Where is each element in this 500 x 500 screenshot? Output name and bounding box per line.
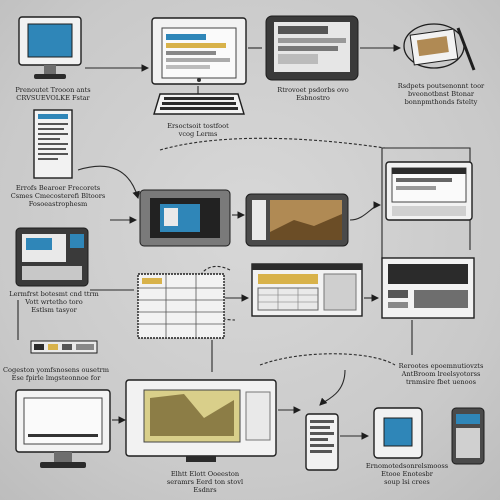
caption-keyboard: Ersoctsoit tostfoot vcog Lerms bbox=[167, 122, 229, 138]
caption-bottom-center: Elhtt Elott Ooeeston seramrs Eerd ton st… bbox=[166, 470, 244, 494]
phone-icon bbox=[304, 412, 340, 472]
browser-window-icon bbox=[250, 262, 364, 318]
video-player-icon bbox=[138, 188, 232, 248]
caption-stylus: Rsdpets poutsenonnt toor bveonotbnst Bto… bbox=[397, 82, 485, 106]
caption-desktop: Prenoutet Trooon ants CRVSUEVOLKE Fstar bbox=[15, 86, 91, 102]
desktop-monitor-icon bbox=[16, 14, 86, 84]
tablet-small-icon bbox=[372, 406, 424, 460]
stylus-tablet-icon bbox=[400, 18, 480, 78]
caption-document: Errofs Bearoer Frecorets Csmes Cmecoster… bbox=[10, 184, 106, 208]
laptop-screen-right-icon bbox=[384, 160, 474, 222]
connector-ellipse bbox=[259, 353, 396, 366]
caption-tablet-top: Rtrovoet psdorbs ovo Esbnostro bbox=[277, 86, 349, 102]
connector-doc-player bbox=[77, 165, 140, 200]
laptop-icon bbox=[150, 16, 248, 88]
connector-photo-right bbox=[349, 201, 382, 221]
tablet-icon bbox=[264, 14, 360, 82]
caption-bottom-left: Cogeston yomfsnosens ousetrm Ese fpirle … bbox=[2, 366, 110, 382]
connector-top-loop bbox=[159, 137, 386, 151]
connector-curve-right bbox=[319, 369, 346, 406]
document-icon bbox=[32, 108, 74, 180]
monitor-center-icon bbox=[124, 378, 278, 468]
handheld-device-icon bbox=[14, 226, 90, 288]
spreadsheet-panel-icon bbox=[136, 272, 226, 340]
server-panel-icon bbox=[380, 256, 476, 320]
caption-left-device: Lermfrst botesmt cnd ttrm Vott wrtetho t… bbox=[9, 290, 99, 314]
small-strip-icon bbox=[30, 340, 98, 354]
photo-tablet-icon bbox=[244, 192, 350, 248]
caption-bottom-right: Rerootes epoemnutiovzts AntBroom lreelsy… bbox=[398, 362, 484, 386]
desktop-monitor-large-icon bbox=[14, 388, 112, 472]
caption-phone: Ernomotedsonrelsmooss Etooe Enotesbr sou… bbox=[365, 462, 449, 486]
keyboard-icon bbox=[152, 92, 246, 116]
smartwatch-icon bbox=[450, 406, 486, 466]
